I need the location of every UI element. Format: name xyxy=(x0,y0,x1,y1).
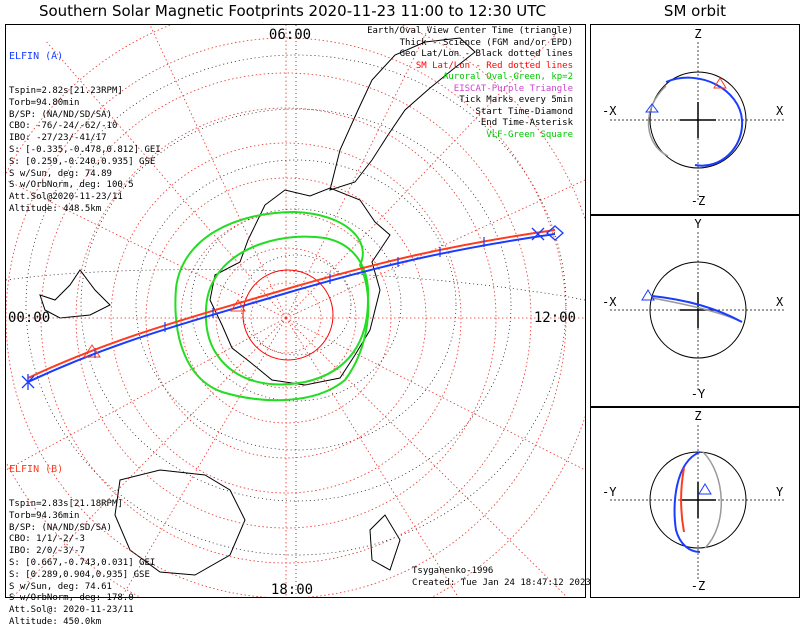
sm-pole-circle xyxy=(242,269,334,361)
xz-left: -X xyxy=(602,104,617,118)
antarctica-coastline xyxy=(209,187,391,386)
elfin-b-info-line: Tspin=2.83s[21.18RPM] xyxy=(9,498,123,509)
orbit-title: SM orbit xyxy=(663,2,727,20)
legend-entry: VLF-Green Square xyxy=(486,129,573,140)
legend-entry: Auroral Oval-Green, kp=2 xyxy=(442,72,573,82)
xz-bottom: -Z xyxy=(691,194,705,208)
yz-right: Y xyxy=(776,485,784,499)
elfin-a-info-line: S: [-0.335,-0.478,0.812] GEI xyxy=(9,144,161,155)
auroral-oval-poleward xyxy=(204,235,370,386)
xz-right: X xyxy=(776,104,784,118)
legend-entry: EISCAT-Purple Triangle xyxy=(453,83,573,94)
elfin-a-info-line: S w/Sun, deg: 74.89 xyxy=(9,168,112,179)
elfin-b-info-line: S: [0.667,-0.743,0.031] GEI xyxy=(9,557,156,568)
elfin-a-track xyxy=(27,233,556,383)
footprint-map: 06:00 00:00 12:00 18:00 xyxy=(6,25,585,598)
yz-left: -Y xyxy=(602,485,617,499)
end-asterisk-marker xyxy=(21,227,545,390)
australia-coastline xyxy=(114,469,246,576)
legend-entry: Start Time-Diamond xyxy=(475,106,573,117)
xy-right: X xyxy=(776,295,784,309)
legend-entry: Thick - Science (FGM and/or EPD) xyxy=(399,37,573,48)
elfin-a-lines: Tspin=2.82s[21.23RPM] Torb=94.80min B/SP: … xyxy=(9,86,161,216)
elfin-b-track xyxy=(27,229,556,379)
model-credit: Tsyganenko-1996 xyxy=(412,566,494,576)
elfin-a-info-line: Tspin=2.82s[21.23RPM] xyxy=(9,85,123,96)
hour-label-right: 12:00 xyxy=(534,310,576,326)
elfin-b-info-line: S w/OrbNorm, deg: 178.0 xyxy=(9,593,134,604)
elfin-a-info-line: Torb=94.80min xyxy=(9,97,80,108)
new-zealand-coastline xyxy=(369,514,401,571)
xy-bottom: -Y xyxy=(691,387,706,401)
auroral-oval-equatorward xyxy=(174,210,370,402)
plot-title: Southern Solar Magnetic Footprints 2020-… xyxy=(38,2,547,20)
elfin-b-info-line: Att.Sol@: 2020-11-23/11 xyxy=(9,605,134,616)
sm-grid xyxy=(6,25,585,597)
orbit-panels-graphics: Z -Z -X X Y -Y -X X Z -Z -Y Y xyxy=(602,27,786,593)
elfin-b-info-line: CBO: 1/1/-2/-3 xyxy=(9,534,85,545)
elfin-a-info-line: B/SP: (NA/ND/SD/SA) xyxy=(9,109,112,120)
elfin-a-name: ELFIN (A) xyxy=(9,50,64,62)
elfin-a-info: ELFIN (A) Tspin=2.82s[21.23RPM] Torb=94.8… xyxy=(9,27,161,228)
elfin-b-info-line: S: [0.289,0.904,0.935] GSE xyxy=(9,569,150,580)
legend-entry: Earth/Oval View Center Time (triangle) xyxy=(367,26,573,36)
elfin-b-info-line: IBO: 2/0/-3/-7 xyxy=(9,546,85,557)
elfin-a-info-line: Att.Sol@2020-11-23/11 xyxy=(9,192,123,203)
elfin-b-info-line: S w/Sun, deg: 74.61 xyxy=(9,581,112,592)
xz-top: Z xyxy=(694,27,701,41)
hour-label-bottom: 18:00 xyxy=(271,582,313,598)
elfin-a-info-line: S w/OrbNorm, deg: 100.5 xyxy=(9,180,134,191)
elfin-b-name: ELFIN (B) xyxy=(9,463,64,475)
orbit-yz: Z -Z -Y Y xyxy=(602,409,786,593)
xy-left: -X xyxy=(602,295,617,309)
legend-entry: Tick Marks every 5min xyxy=(459,95,573,105)
xy-top: Y xyxy=(694,217,702,231)
view-center-triangle-b xyxy=(230,299,246,312)
created-timestamp: Created: Tue Jan 24 18:47:12 2023 xyxy=(412,578,591,588)
hour-label-top: 06:00 xyxy=(269,27,311,43)
legend-entry: End Time-Asterisk xyxy=(480,118,573,128)
legend-entry: Geo Lat/Lon - Black dotted lines xyxy=(399,49,573,59)
yz-bottom: -Z xyxy=(691,579,705,593)
orbit-xy: Y -Y -X X xyxy=(602,217,786,401)
south-america-coastline xyxy=(329,37,476,191)
elfin-a-info-line: CBO: -76/-24/-62/-10 xyxy=(9,121,118,132)
start-diamond-marker xyxy=(546,225,564,241)
africa-coastline xyxy=(39,269,111,319)
legend: Earth/Oval View Center Time (triangle) Th… xyxy=(367,26,573,141)
elfin-a-info-line: Altitude: 448.5km xyxy=(9,203,102,214)
orbit-xz: Z -Z -X X xyxy=(602,27,786,208)
elfin-a-info-line: S: [0.259,-0.240,0.935] GSE xyxy=(9,156,156,167)
hour-label-left: 00:00 xyxy=(8,310,50,326)
elfin-a-info-line: IBO: -27/23/-41/17 xyxy=(9,133,107,144)
elfin-b-info-line: Torb=94.36min xyxy=(9,510,80,521)
legend-entry: SM Lat/Lon - Red dotted lines xyxy=(415,60,573,71)
view-center-triangle-a xyxy=(83,344,101,358)
yz-top: Z xyxy=(694,409,701,423)
elfin-b-info-line: Altitude: 450.0km xyxy=(9,616,102,627)
footprint-map-frame xyxy=(5,24,586,598)
elfin-b-info-line: B/SP: (NA/ND/SD/SA) xyxy=(9,522,112,533)
